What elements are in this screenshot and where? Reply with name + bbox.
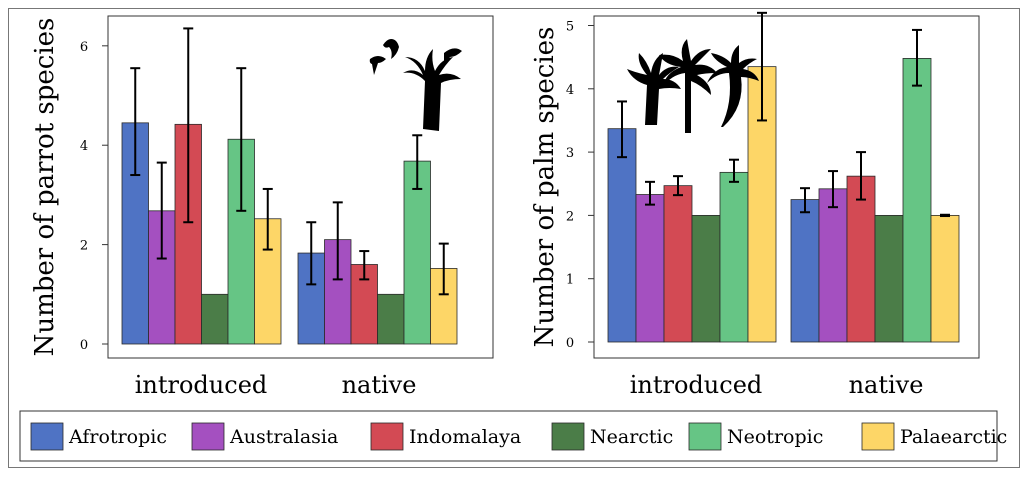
palm-bar-australasia-native (818, 188, 848, 343)
legend-swatch-palaearctic (861, 422, 895, 451)
palm-category-label-native: native (849, 371, 924, 399)
palm-bar-indomalaya-native (846, 175, 876, 343)
palm-bar-nearctic-introduced (691, 214, 721, 343)
legend-label-nearctic: Nearctic (590, 426, 673, 448)
parrot-bars (121, 122, 458, 345)
palm-error-bars (617, 11, 950, 218)
palm-y-tick-label: 2 (566, 209, 574, 224)
legend-swatch-neotropic (688, 422, 722, 451)
parrot-bar-nearctic-introduced (201, 293, 229, 345)
palm-bar-australasia-introduced (635, 194, 665, 343)
palm-bar-afrotropic-native (790, 199, 820, 343)
palm-y-axis-title: Number of palm species (530, 27, 560, 348)
legend-label-palaearctic: Palaearctic (900, 426, 1007, 448)
parrot-y-tick-label: 0 (80, 338, 88, 353)
palm-y-tick-label: 1 (566, 273, 574, 288)
parrot-panel: 0 2 4 6 Number of parrot species introduced… (30, 15, 494, 399)
legend-label-afrotropic: Afrotropic (68, 426, 167, 448)
figure-frame: 0 2 4 6 Number of parrot species introduced… (8, 8, 1020, 468)
figure-canvas: 0 2 4 6 Number of parrot species introduced… (19, 11, 1007, 462)
palm-bar-nearctic-native (874, 214, 904, 343)
palm-y-tick-label: 0 (566, 336, 574, 351)
parrot-y-axis-title: Number of parrot species (30, 18, 60, 357)
legend-swatch-afrotropic (30, 422, 64, 451)
legend-box (19, 410, 998, 462)
palm-bar-palaearctic-native (930, 214, 960, 343)
parrot-category-label-introduced: introduced (135, 371, 268, 399)
legend-label-indomalaya: Indomalaya (409, 426, 521, 448)
parrot-error-bars (130, 27, 449, 296)
parrot-y-tick-label: 6 (80, 40, 88, 55)
palm-bars (607, 58, 960, 343)
palm-bar-afrotropic-introduced (607, 128, 637, 343)
palm-bar-indomalaya-introduced (663, 185, 693, 343)
parrot-y-tick-label: 2 (80, 239, 88, 254)
parrot-y-ticks: 0 2 4 6 (80, 40, 108, 353)
palm-y-tick-label: 3 (566, 146, 574, 161)
palm-y-ticks: 0 1 2 3 4 5 (566, 19, 594, 351)
palm-bar-neotropic-native (902, 58, 932, 343)
palm-category-label-introduced: introduced (630, 371, 763, 399)
legend-swatch-indomalaya (370, 422, 404, 451)
parrot-bar-nearctic-native (377, 293, 405, 345)
legend-swatch-australasia (191, 422, 225, 451)
palm-tree-silhouettes-icon (627, 39, 759, 133)
palm-bar-neotropic-introduced (719, 171, 749, 343)
palm-y-tick-label: 4 (566, 83, 574, 98)
parrot-category-label-native: native (342, 371, 417, 399)
legend-swatch-nearctic (551, 422, 585, 451)
legend: Afrotropic Australasia Indomalaya Nearctic N… (30, 422, 1007, 451)
parrot-palm-silhouette-icon (369, 39, 462, 131)
palm-panel: 0 1 2 3 4 5 Number of palm species introduced… (530, 11, 980, 399)
legend-label-australasia: Australasia (229, 426, 338, 448)
legend-label-neotropic: Neotropic (727, 426, 823, 448)
palm-y-tick-label: 5 (566, 19, 574, 34)
parrot-y-tick-label: 4 (80, 139, 88, 154)
